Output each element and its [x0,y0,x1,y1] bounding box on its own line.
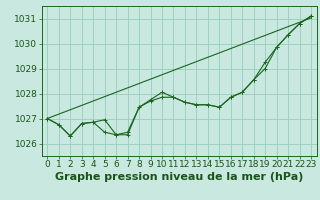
X-axis label: Graphe pression niveau de la mer (hPa): Graphe pression niveau de la mer (hPa) [55,172,303,182]
